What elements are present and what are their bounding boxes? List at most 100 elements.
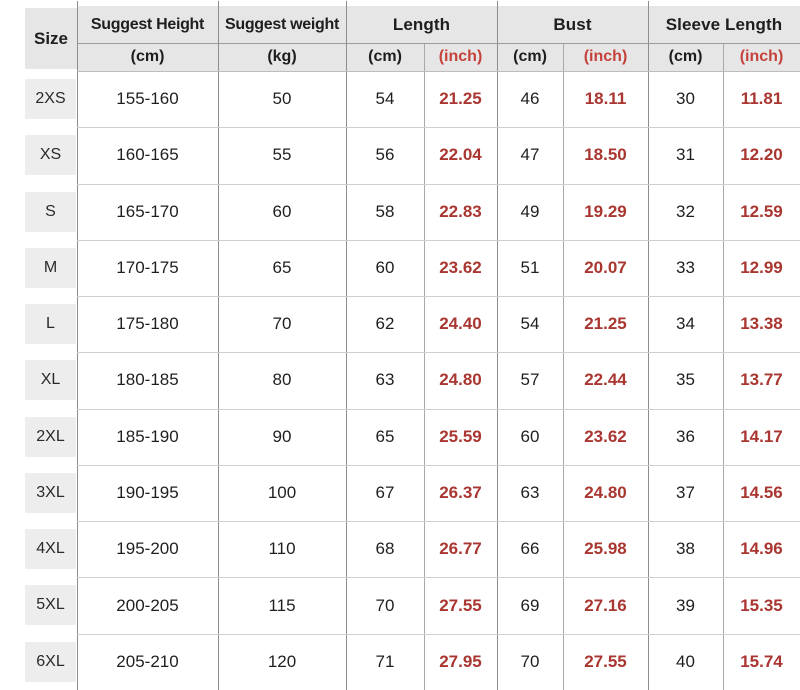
table-row: 5XL 200-205 115 70 27.55 69 27.16 39 15.35 [0, 577, 800, 633]
size-badge: L [25, 304, 76, 345]
cell-length-inch: 23.62 [439, 257, 482, 277]
cell-height: 190-195 [116, 483, 179, 502]
size-badge: M [25, 247, 76, 288]
table-row: 2XL 185-190 90 65 25.59 60 23.62 36 14.17 [0, 409, 800, 465]
cell-sleeve-cm: 40 [676, 651, 695, 671]
cell-height: 175-180 [116, 314, 179, 334]
cell-sleeve-inch: 14.96 [740, 539, 783, 559]
cell-weight: 60 [272, 201, 292, 221]
cell-length-inch: 24.80 [439, 370, 482, 390]
cell-length-inch: 27.55 [439, 595, 482, 615]
table-header-background [77, 6, 800, 71]
cell-height: 160-165 [116, 145, 179, 165]
cell-sleeve-cm: 34 [676, 314, 695, 334]
cell-height: 165-170 [116, 201, 179, 221]
row-divider [77, 352, 800, 353]
cell-bust-cm: 70 [520, 651, 540, 671]
cell-bust-inch: 21.25 [584, 314, 627, 334]
cell-length-cm: 54 [375, 89, 395, 109]
column-divider [346, 1, 347, 690]
header-size-text: Size [33, 28, 69, 48]
cell-weight: 55 [272, 145, 292, 165]
cell-weight: 80 [272, 370, 292, 390]
cell-bust-cm: 54 [520, 314, 540, 334]
cell-sleeve-inch: 14.56 [740, 483, 783, 502]
header-bottom-divider [77, 71, 800, 72]
cell-sleeve-inch: 12.99 [740, 257, 783, 277]
cell-bust-inch: 20.07 [584, 257, 627, 277]
cell-sleeve-inch: 13.77 [740, 370, 783, 390]
table-row: 4XL 195-200 110 68 26.77 66 25.98 38 14.96 [0, 521, 800, 577]
cell-height: 200-205 [116, 595, 179, 615]
cell-sleeve-cm: 30 [676, 89, 695, 109]
size-badge: 4XL [25, 529, 76, 570]
cell-bust-inch: 19.29 [584, 201, 627, 221]
cell-bust-inch: 24.80 [584, 483, 627, 502]
header-sub-cm: (cm) [130, 48, 165, 65]
cell-length-inch: 27.95 [439, 651, 482, 671]
cell-length-cm: 63 [375, 370, 395, 390]
cell-bust-cm: 47 [520, 145, 540, 165]
table-row: XL 180-185 80 63 24.80 57 22.44 35 13.77 [0, 352, 800, 408]
cell-sleeve-cm: 38 [676, 539, 695, 559]
header-sub-inch: (inch) [438, 48, 483, 65]
cell-sleeve-inch: 12.20 [740, 145, 783, 165]
header-group-suggest-height: Suggest Height [90, 15, 205, 33]
row-divider [77, 577, 800, 578]
header-group-sleeve-length: Sleeve Length [665, 14, 783, 34]
size-badge: 6XL [25, 641, 76, 682]
table-row: 6XL 205-210 120 71 27.95 70 27.55 40 15.74 [0, 634, 800, 690]
header-sub-inch: (inch) [739, 48, 784, 65]
header-group-length: Length [392, 14, 451, 34]
cell-bust-cm: 46 [520, 89, 540, 109]
size-badge: 5XL [25, 585, 76, 626]
size-badge: 3XL [25, 472, 76, 513]
column-divider [648, 1, 649, 690]
cell-bust-inch: 18.50 [584, 145, 627, 165]
cell-length-cm: 68 [375, 539, 395, 559]
cell-weight: 115 [268, 595, 296, 615]
subcolumn-divider [723, 43, 724, 690]
cell-bust-cm: 60 [520, 426, 540, 446]
table-row: 3XL 190-195 100 67 26.37 63 24.80 37 14.56 [0, 465, 800, 521]
row-divider [77, 634, 800, 635]
cell-bust-inch: 25.98 [584, 539, 627, 559]
cell-sleeve-cm: 35 [676, 370, 695, 390]
cell-length-inch: 26.37 [439, 483, 482, 502]
cell-length-cm: 71 [375, 651, 395, 671]
cell-length-cm: 62 [375, 314, 395, 334]
cell-height: 185-190 [116, 426, 179, 446]
header-sub-cm: (cm) [668, 48, 703, 65]
cell-weight: 100 [267, 483, 297, 502]
cell-bust-inch: 23.62 [584, 426, 627, 446]
header-group-suggest-weight: Suggest weight [224, 15, 340, 33]
cell-sleeve-cm: 32 [676, 201, 695, 221]
cell-height: 205-210 [116, 651, 179, 671]
size-badge: S [25, 191, 76, 232]
row-divider [77, 240, 800, 241]
cell-height: 180-185 [116, 370, 179, 390]
cell-sleeve-cm: 39 [676, 595, 695, 615]
header-sub-cm: (cm) [513, 48, 547, 65]
cell-sleeve-cm: 31 [676, 145, 695, 165]
cell-length-inch: 24.40 [439, 314, 482, 334]
cell-length-cm: 70 [375, 595, 395, 615]
table-row: XS 160-165 55 56 22.04 47 18.50 31 12.20 [0, 127, 800, 183]
subcolumn-divider [563, 43, 564, 690]
cell-bust-inch: 18.11 [584, 89, 627, 109]
size-badge: 2XS [25, 79, 76, 119]
column-divider [77, 1, 78, 690]
cell-weight: 65 [272, 257, 292, 277]
column-divider [497, 1, 498, 690]
cell-bust-inch: 22.44 [584, 370, 627, 390]
row-divider [77, 296, 800, 297]
cell-weight: 90 [272, 426, 292, 446]
cell-sleeve-inch: 15.74 [740, 651, 783, 671]
cell-height: 155-160 [116, 89, 179, 109]
table-row: 2XS 155-160 50 54 21.25 46 18.11 30 11.81 [0, 71, 800, 127]
cell-length-cm: 58 [375, 201, 395, 221]
cell-length-inch: 26.77 [439, 539, 482, 559]
cell-height: 195-200 [116, 539, 179, 559]
header-sub-cm: (cm) [368, 48, 402, 65]
